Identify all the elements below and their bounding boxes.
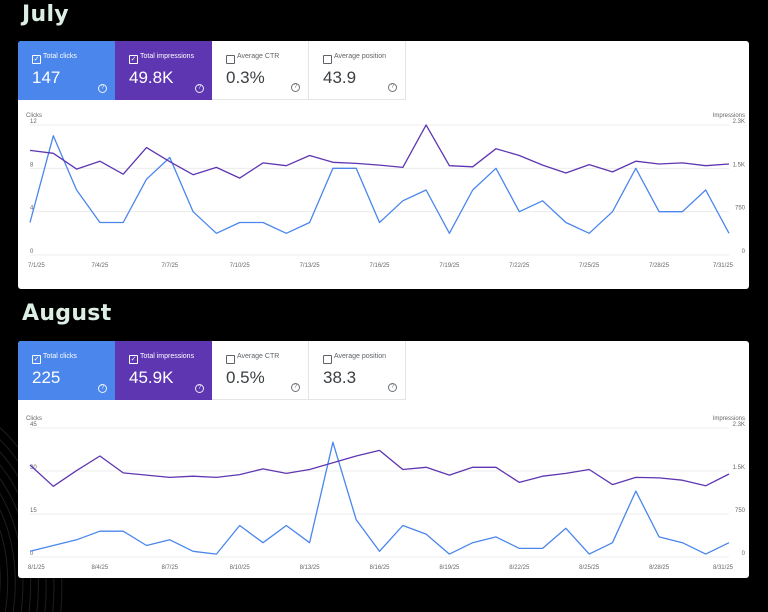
help-icon[interactable]: ?: [195, 84, 204, 93]
metric-label: Total impressions: [140, 353, 195, 360]
y2-tick-label: 750: [735, 206, 746, 212]
metric-value: 43.9: [323, 68, 357, 87]
x-tick-label: 7/13/25: [300, 263, 321, 269]
metric-card-total-impressions[interactable]: ✓ Total impressions 49.8K ?: [115, 41, 212, 100]
metric-label: Average position: [334, 53, 387, 60]
y-tick-label: 45: [30, 422, 37, 428]
x-tick-label: 8/16/25: [369, 565, 390, 571]
metric-value: 0.5%: [226, 368, 265, 387]
august-metric-cards: ✓ Total clicks 225 ? ✓ Total impressions…: [18, 341, 406, 400]
checkbox-icon[interactable]: [323, 355, 332, 364]
july-line-chart: Clicks Impressions 0 0 4 750 8 1.5K 12 2.3K 7/1/25…: [26, 113, 746, 269]
x-tick-label: 7/4/25: [92, 263, 109, 269]
x-tick-label: 8/10/25: [230, 565, 251, 571]
x-tick-label: 7/16/25: [369, 263, 390, 269]
checkbox-icon[interactable]: [226, 55, 235, 64]
y2-tick-label: 1.5K: [733, 162, 745, 168]
y2-axis-label: Impressions: [713, 113, 745, 119]
impressions-series-line: [29, 449, 730, 487]
checkbox-icon[interactable]: ✓: [32, 355, 41, 364]
metric-label: Average CTR: [237, 353, 280, 360]
metric-card-average-ctr[interactable]: Average CTR 0.5% ?: [212, 341, 309, 400]
checkbox-icon[interactable]: [226, 355, 235, 364]
x-tick-label: 7/1/25: [28, 263, 45, 269]
y-axis-label: Clicks: [26, 113, 42, 119]
x-tick-label: 7/31/25: [713, 263, 734, 269]
x-tick-label: 8/19/25: [439, 565, 460, 571]
help-icon[interactable]: ?: [98, 84, 107, 93]
y-tick-label: 8: [30, 162, 34, 168]
x-tick-label: 7/28/25: [649, 263, 670, 269]
y-tick-label: 15: [30, 508, 37, 514]
x-tick-label: 8/22/25: [509, 565, 530, 571]
x-tick-label: 8/31/25: [713, 565, 734, 571]
help-icon[interactable]: ?: [388, 83, 397, 92]
y2-tick-label: 2.3K: [733, 422, 745, 428]
y-axis-label: Clicks: [26, 416, 42, 422]
help-icon[interactable]: ?: [195, 384, 204, 393]
metric-card-total-clicks[interactable]: ✓ Total clicks 225 ?: [18, 341, 115, 400]
checkbox-icon[interactable]: ✓: [129, 355, 138, 364]
clicks-series-line: [29, 441, 730, 555]
august-panel: ✓ Total clicks 225 ? ✓ Total impressions…: [18, 341, 749, 578]
y-tick-label: 0: [30, 551, 34, 557]
x-tick-label: 8/7/25: [161, 565, 178, 571]
metric-value: 49.8K: [129, 68, 174, 87]
help-icon[interactable]: ?: [291, 83, 300, 92]
x-tick-label: 7/10/25: [230, 263, 251, 269]
metric-card-average-position[interactable]: Average position 43.9 ?: [309, 41, 406, 100]
y2-tick-label: 1.5K: [733, 465, 745, 471]
checkbox-icon[interactable]: [323, 55, 332, 64]
metric-card-total-clicks[interactable]: ✓ Total clicks 147 ?: [18, 41, 115, 100]
y-tick-label: 12: [30, 119, 37, 125]
checkbox-icon[interactable]: ✓: [129, 55, 138, 64]
impressions-series-line: [29, 124, 730, 179]
x-tick-label: 8/28/25: [649, 565, 670, 571]
y2-tick-label: 2.3K: [733, 119, 745, 125]
metric-value: 45.9K: [129, 368, 174, 387]
y2-tick-label: 0: [742, 249, 746, 255]
help-icon[interactable]: ?: [291, 383, 300, 392]
july-metric-cards: ✓ Total clicks 147 ? ✓ Total impressions…: [18, 41, 406, 100]
metric-label: Average CTR: [237, 53, 280, 60]
metric-card-average-ctr[interactable]: Average CTR 0.3% ?: [212, 41, 309, 100]
y2-axis-label: Impressions: [713, 416, 745, 422]
x-tick-label: 8/1/25: [28, 565, 45, 571]
metric-value: 225: [32, 368, 61, 387]
x-tick-label: 7/7/25: [161, 263, 178, 269]
help-icon[interactable]: ?: [98, 384, 107, 393]
y-tick-label: 0: [30, 249, 34, 255]
help-icon[interactable]: ?: [388, 383, 397, 392]
metric-label: Total clicks: [43, 53, 77, 60]
metric-label: Average position: [334, 353, 387, 360]
metric-value: 38.3: [323, 368, 357, 387]
x-tick-label: 7/19/25: [439, 263, 460, 269]
x-tick-label: 8/4/25: [92, 565, 109, 571]
metric-card-average-position[interactable]: Average position 38.3 ?: [309, 341, 406, 400]
july-title: July: [22, 2, 69, 27]
clicks-series-line: [29, 135, 730, 234]
metric-card-total-impressions[interactable]: ✓ Total impressions 45.9K ?: [115, 341, 212, 400]
metric-label: Total impressions: [140, 53, 195, 60]
x-tick-label: 7/25/25: [579, 263, 600, 269]
x-tick-label: 8/13/25: [300, 565, 321, 571]
metric-label: Total clicks: [43, 353, 77, 360]
metric-value: 0.3%: [226, 68, 265, 87]
x-tick-label: 7/22/25: [509, 263, 530, 269]
metric-value: 147: [32, 68, 61, 87]
y2-tick-label: 750: [735, 508, 746, 514]
august-title: August: [22, 301, 112, 326]
y-tick-label: 4: [30, 206, 34, 212]
july-panel: ✓ Total clicks 147 ? ✓ Total impressions…: [18, 41, 749, 289]
y2-tick-label: 0: [742, 551, 746, 557]
checkbox-icon[interactable]: ✓: [32, 55, 41, 64]
x-tick-label: 8/25/25: [579, 565, 600, 571]
